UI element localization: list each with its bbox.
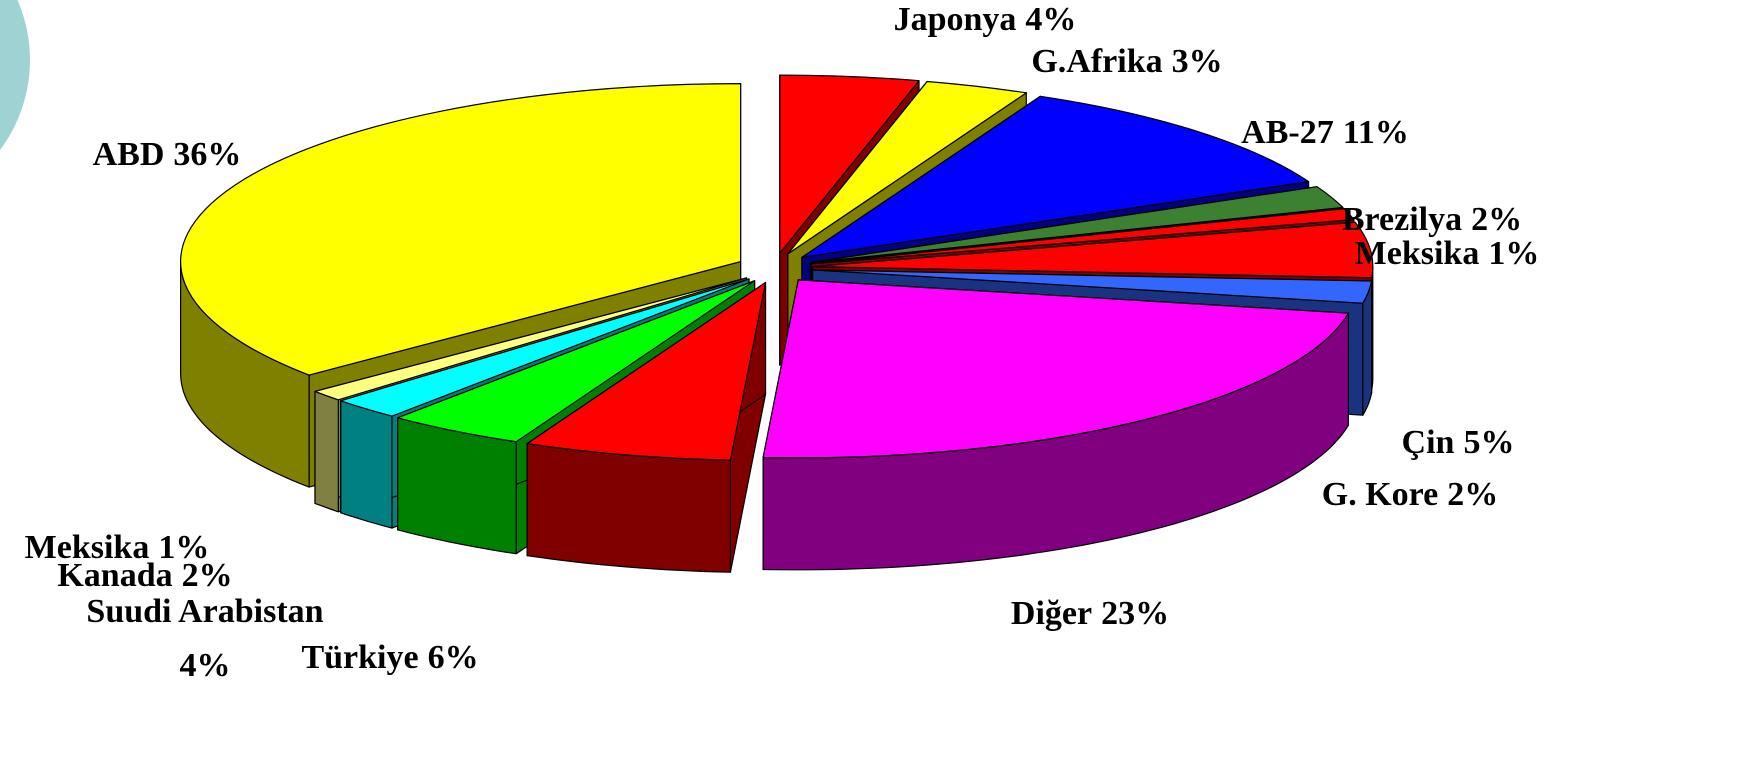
slice: [526, 281, 767, 573]
category-label: ABD: [93, 136, 165, 173]
category-label: AB-27: [1241, 114, 1334, 151]
slice-label: Çin 5%: [1402, 424, 1515, 461]
category-label: Türkiye: [301, 639, 418, 676]
value-label: 1%: [1488, 235, 1539, 272]
value-label: 3%: [1172, 43, 1223, 80]
value-label: 4%: [180, 647, 231, 684]
slice-label: G.Afrika 3%: [1031, 43, 1222, 80]
slice-top: [314, 277, 748, 401]
slice-label: ABD 36%: [93, 136, 242, 173]
value-label: 2%: [182, 557, 233, 594]
category-label: G. Kore: [1322, 476, 1438, 513]
slice-top: [526, 281, 767, 461]
slice-label: Diğer 23%: [1011, 595, 1169, 632]
value-label: 23%: [1101, 595, 1169, 632]
slice-label: G. Kore 2%: [1322, 476, 1498, 513]
slice-label: Türkiye 6%: [301, 639, 478, 676]
slice-top: [180, 83, 742, 376]
category-label: Diğer: [1011, 595, 1092, 632]
slice-top: [801, 95, 1310, 258]
slice-top: [810, 208, 1355, 265]
slice-label: Kanada 2%: [57, 557, 232, 594]
value-label: 11%: [1343, 114, 1409, 151]
category-label: Brezilya: [1342, 201, 1462, 238]
category-label: G.Afrika: [1031, 43, 1162, 80]
value-label: 36%: [173, 136, 241, 173]
value-label: 2%: [1471, 201, 1522, 238]
category-label: Çin: [1402, 424, 1455, 461]
slice-label: Japonya 4%: [894, 1, 1077, 38]
slice-top: [779, 74, 920, 254]
slice-label: Meksika 1%: [25, 529, 210, 566]
slice-label: Brezilya 2%: [1342, 201, 1522, 238]
value-label: 1%: [158, 529, 209, 566]
slice-top: [809, 186, 1344, 264]
decor-circle: [0, 0, 30, 150]
slice-label: Meksika 1%: [1355, 235, 1540, 272]
category-label: Suudi Arabistan: [86, 593, 323, 630]
slice-label: Suudi Arabistan 4%: [86, 593, 323, 684]
slice-wall: [340, 400, 393, 529]
category-label: Meksika: [1355, 235, 1480, 272]
slice-top: [340, 278, 750, 417]
slice-top: [787, 80, 1027, 255]
slice-top: [812, 269, 1373, 304]
slice-wall: [526, 443, 732, 573]
category-label: Kanada: [57, 557, 172, 594]
slice-top: [397, 280, 756, 443]
slice: [762, 279, 1350, 571]
value-label: 5%: [1463, 424, 1514, 461]
category-label: Japonya: [894, 1, 1017, 38]
value-label: 6%: [428, 639, 479, 676]
category-label: Meksika: [25, 529, 150, 566]
slice-top: [762, 279, 1349, 459]
slice-label: AB-27 11%: [1241, 114, 1409, 151]
value-label: 4%: [1025, 1, 1076, 38]
slice-top: [812, 221, 1374, 279]
slice-wall: [314, 390, 339, 513]
value-label: 2%: [1447, 476, 1498, 513]
